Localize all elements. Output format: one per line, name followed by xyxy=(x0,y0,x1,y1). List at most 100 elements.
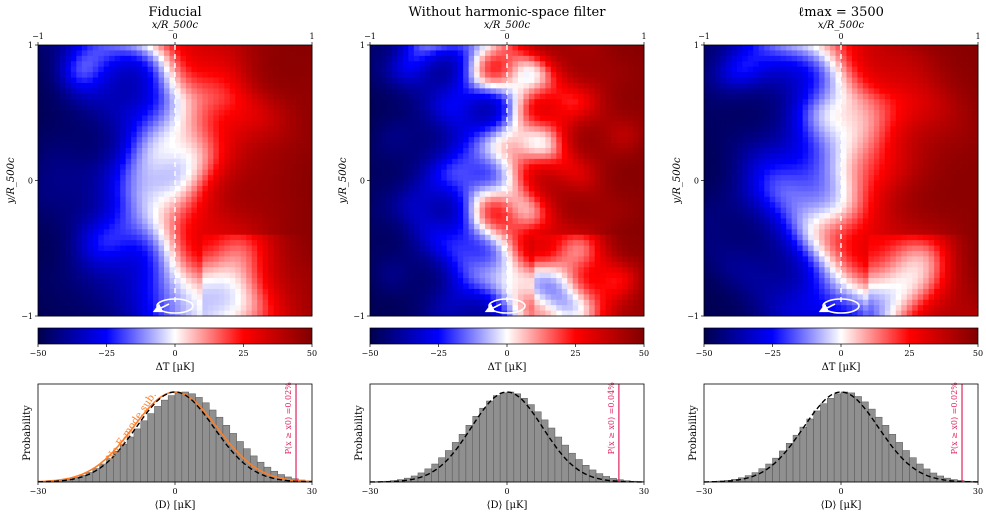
top-axis-label-2: x/R_500c xyxy=(818,20,865,31)
histogram-bar xyxy=(100,464,107,482)
y-axis-label-1: y/R_500c xyxy=(338,157,349,205)
colorbar-tick-label: 0 xyxy=(504,349,509,358)
histogram-bar xyxy=(807,419,814,482)
histogram-bar xyxy=(827,398,834,482)
histogram-bar xyxy=(814,411,821,482)
histogram-bar xyxy=(555,437,562,482)
colorbar-tick-label: 0 xyxy=(838,349,843,358)
hist-y-label: Probability xyxy=(688,405,699,461)
histogram-bar xyxy=(473,416,480,482)
histogram-bar xyxy=(596,474,603,482)
histogram-bar xyxy=(127,437,134,482)
histogram-bar xyxy=(834,394,841,482)
hist-x-label: ⟨D⟩ [μK] xyxy=(155,500,196,511)
histogram-bar xyxy=(800,427,807,482)
x-tick-label: 0 xyxy=(838,32,843,41)
histogram-bar xyxy=(541,420,548,482)
colorbar-tick-label: 50 xyxy=(639,349,649,358)
histogram-bar xyxy=(889,434,896,482)
histogram-bar xyxy=(855,397,862,483)
colorbar-tick-label: 50 xyxy=(307,349,317,358)
plot-title-2: ℓmax = 3500 xyxy=(798,5,884,20)
histogram-bar xyxy=(141,421,148,482)
colorbar-tick-label: −50 xyxy=(30,349,47,358)
histogram-bar xyxy=(175,393,182,482)
histogram-bar xyxy=(148,414,155,482)
histogram-bar xyxy=(182,392,189,482)
x-tick-label: 1 xyxy=(309,32,314,41)
x-tick-label: −1 xyxy=(364,32,376,41)
y-tick-label: −1 xyxy=(21,312,33,321)
colorbar-tick-label: 25 xyxy=(238,349,248,358)
histogram-bar xyxy=(230,433,237,482)
hist-x-tick-label: 0 xyxy=(172,487,177,496)
colorbar-2 xyxy=(704,328,978,344)
x-tick-label: 0 xyxy=(504,32,509,41)
colorbar-tick-label: 0 xyxy=(172,349,177,358)
histogram-bar xyxy=(500,393,507,482)
hist-x-tick-label: 30 xyxy=(639,487,649,496)
histogram-bar xyxy=(432,464,439,482)
hist-x-tick-label: −30 xyxy=(696,487,713,496)
probability-annotation: P(x ≥ x0) =0.02% xyxy=(950,382,959,455)
histogram-bar xyxy=(202,403,209,482)
histogram-bar xyxy=(223,425,230,482)
x-tick-label: 1 xyxy=(975,32,980,41)
y-tick-label: −1 xyxy=(353,312,365,321)
histogram-bar xyxy=(562,445,569,482)
y-tick-label: 0 xyxy=(28,177,33,186)
histogram-bar xyxy=(903,451,910,483)
colorbar-tick-label: −25 xyxy=(764,349,781,358)
histogram-bar xyxy=(766,464,773,482)
hist-y-label: Probability xyxy=(22,405,33,461)
x-tick-label: 0 xyxy=(172,32,177,41)
probability-annotation: P(x ≥ x0) =0.04% xyxy=(607,382,616,455)
histogram-bar xyxy=(820,404,827,482)
histogram-bar xyxy=(848,393,855,482)
top-axis-label-1: x/R_500c xyxy=(484,20,531,31)
colorbar-1 xyxy=(370,328,644,344)
histogram-bar xyxy=(569,453,576,482)
colorbar-label-1: ΔT [μK] xyxy=(488,362,527,373)
histogram-bar xyxy=(189,394,196,482)
colorbar-tick-label: −25 xyxy=(98,349,115,358)
histogram-bar xyxy=(779,451,786,482)
hist-y-label: Probability xyxy=(354,405,365,461)
histogram-bar xyxy=(896,442,903,482)
histogram-bar xyxy=(79,475,86,482)
histogram-bar xyxy=(493,396,500,482)
histogram-bar xyxy=(439,458,446,482)
y-tick-label: 1 xyxy=(360,41,365,50)
hist-x-tick-label: 30 xyxy=(307,487,317,496)
histogram-bar xyxy=(752,473,759,482)
hist-x-tick-label: −30 xyxy=(362,487,379,496)
hist-x-label: ⟨D⟩ [μK] xyxy=(487,500,528,511)
y-tick-label: 0 xyxy=(694,177,699,186)
hist-x-label: ⟨D⟩ [μK] xyxy=(821,500,862,511)
histogram-bar xyxy=(507,392,514,482)
histogram-bar xyxy=(534,412,541,482)
x-tick-label: 1 xyxy=(641,32,646,41)
histogram-bar xyxy=(930,473,937,482)
histogram-bar xyxy=(759,469,766,482)
histogram-bar xyxy=(528,405,535,482)
histogram-bar xyxy=(168,396,175,482)
histogram-bar xyxy=(793,435,800,482)
top-axis-label-0: x/R_500c xyxy=(152,20,199,31)
plot-title-0: Fiducial xyxy=(148,5,201,20)
histogram-bar xyxy=(862,402,869,482)
histogram-bar xyxy=(154,406,161,482)
histogram-bar xyxy=(244,449,251,482)
histogram-bar xyxy=(841,392,848,482)
histogram-bar xyxy=(548,428,555,482)
x-tick-label: −1 xyxy=(698,32,710,41)
hist-x-tick-label: 0 xyxy=(504,487,509,496)
histogram-bar xyxy=(161,400,168,482)
colorbar-tick-label: 25 xyxy=(904,349,914,358)
colorbar-label-2: ΔT [μK] xyxy=(822,362,861,373)
y-tick-label: 1 xyxy=(694,41,699,50)
